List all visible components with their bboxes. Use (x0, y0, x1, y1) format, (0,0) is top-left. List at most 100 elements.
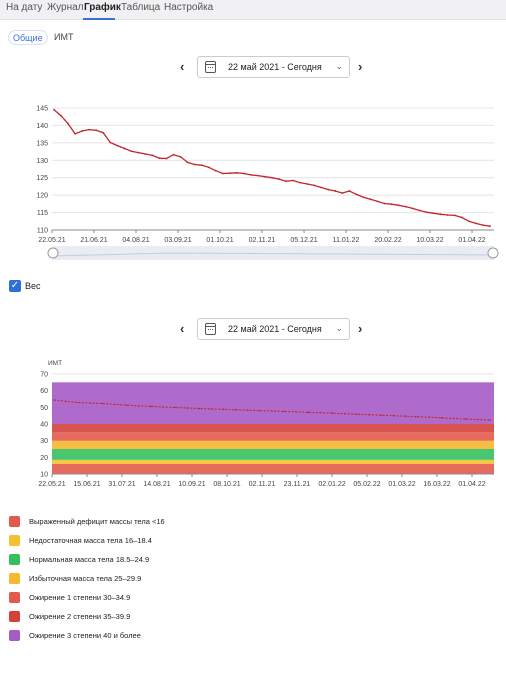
bmi-point (392, 414, 394, 417)
bmi-point (198, 407, 201, 410)
weight-point (88, 128, 91, 131)
bmi-point (368, 413, 370, 416)
weight-point (109, 141, 112, 144)
weight-point (165, 157, 168, 160)
x-tick-label: 01.04.22 (458, 237, 485, 244)
bmi-point (404, 415, 407, 417)
x-tick-label: 05.02.22 (353, 481, 380, 488)
weight-checkbox[interactable]: ✓ (9, 280, 21, 292)
x-tick-label: 16.03.22 (423, 481, 450, 488)
weight-point (489, 225, 491, 228)
x-tick-label: 31.07.21 (108, 481, 135, 488)
x-tick-label: 10.03.22 (416, 237, 443, 244)
x-tick-label: 11.01.22 (333, 237, 360, 244)
prev-period-arrow-icon[interactable]: ‹ (180, 59, 185, 74)
x-tick-label: 05.12.21 (290, 237, 317, 244)
weight-point (102, 131, 105, 134)
legend-label: Ожирение 3 степени 40 и более (29, 631, 141, 640)
weight-point (341, 192, 344, 194)
subtab-bmi[interactable]: ИМТ (54, 32, 74, 42)
top-navigation: На дату Журнал График Таблица Настройка (0, 0, 506, 20)
x-tick-label: 03.09.21 (164, 237, 191, 244)
bmi-point (77, 401, 80, 404)
weight-checkbox-label: Вес (25, 281, 41, 291)
x-tick-label: 15.06.21 (73, 481, 100, 488)
weight-point (432, 212, 435, 215)
date-range-label: 22 май 2021 - Сегодня (228, 324, 322, 334)
active-tab-indicator (83, 18, 115, 20)
y-tick-label: 140 (36, 123, 48, 130)
weight-point (130, 150, 133, 153)
tab-table[interactable]: Таблица (121, 2, 161, 13)
bmi-point (440, 417, 443, 419)
x-tick-label: 04.08.21 (122, 237, 149, 244)
next-period-arrow-icon[interactable]: › (358, 59, 363, 74)
weight-point (53, 108, 55, 111)
y-tick-label: 20 (40, 455, 48, 462)
tab-on-date[interactable]: На дату (6, 2, 43, 13)
bmi-point (380, 414, 382, 416)
next-period-arrow-icon[interactable]: › (358, 321, 363, 336)
bmi-point (489, 419, 491, 421)
x-tick-label: 01.03.22 (388, 481, 415, 488)
bmi-point (452, 417, 455, 420)
weight-point (74, 132, 76, 135)
weight-point (425, 211, 428, 214)
navigator-series (51, 252, 495, 257)
bmi-point (307, 411, 310, 414)
weight-point (390, 203, 393, 206)
weight-point (362, 196, 365, 199)
tab-chart[interactable]: График (84, 2, 121, 13)
bmi-point (150, 405, 152, 408)
bmi-point (113, 403, 116, 406)
weight-point (242, 172, 245, 175)
weight-point (369, 198, 372, 201)
bmi-point (186, 407, 189, 409)
tab-settings[interactable]: Настройка (164, 2, 214, 13)
weight-point (144, 153, 147, 155)
y-tick-label: 120 (36, 193, 48, 200)
y-tick-label: 125 (36, 175, 48, 182)
date-range-select[interactable]: 22 май 2021 - Сегодня ⌄ (197, 56, 350, 78)
weight-point (221, 172, 224, 175)
bmi-band (52, 464, 494, 474)
weight-point (116, 144, 119, 147)
x-tick-label: 22.05.21 (38, 237, 65, 244)
subtab-general[interactable]: Общие (8, 30, 48, 45)
legend-swatch (9, 592, 20, 603)
legend-swatch (9, 611, 20, 622)
x-tick-label: 02.01.22 (318, 481, 345, 488)
weight-point (250, 174, 252, 176)
weight-point (334, 190, 337, 192)
x-tick-label: 10.09.21 (178, 481, 205, 488)
weight-point (418, 209, 421, 212)
bmi-point (416, 415, 419, 418)
weight-point (482, 224, 484, 227)
weight-point (158, 157, 161, 160)
legend-swatch (9, 630, 20, 641)
legend-swatch (9, 554, 20, 565)
weight-point (348, 190, 351, 192)
bmi-point (137, 405, 140, 407)
bmi-band (52, 440, 494, 449)
weight-point (320, 186, 323, 189)
y-tick-label: 60 (40, 388, 48, 395)
tab-journal[interactable]: Журнал (47, 2, 84, 13)
bmi-band (52, 382, 494, 424)
bmi-point (295, 411, 298, 413)
date-range-select[interactable]: 22 май 2021 - Сегодня ⌄ (197, 318, 350, 340)
chevron-down-icon: ⌄ (335, 61, 343, 71)
bmi-point (210, 408, 213, 410)
bmi-point (89, 402, 92, 404)
bmi-point (319, 411, 322, 414)
weight-point (306, 183, 309, 185)
legend-label: Ожирение 1 степени 30–34.9 (29, 593, 131, 602)
prev-period-arrow-icon[interactable]: ‹ (180, 321, 185, 336)
navigator-left-handle-icon (47, 247, 59, 259)
bmi-band (52, 424, 494, 433)
weight-point (60, 114, 62, 117)
range-navigator (52, 246, 494, 260)
weight-point (397, 204, 400, 207)
weight-point (460, 216, 463, 219)
weight-point (257, 174, 259, 177)
